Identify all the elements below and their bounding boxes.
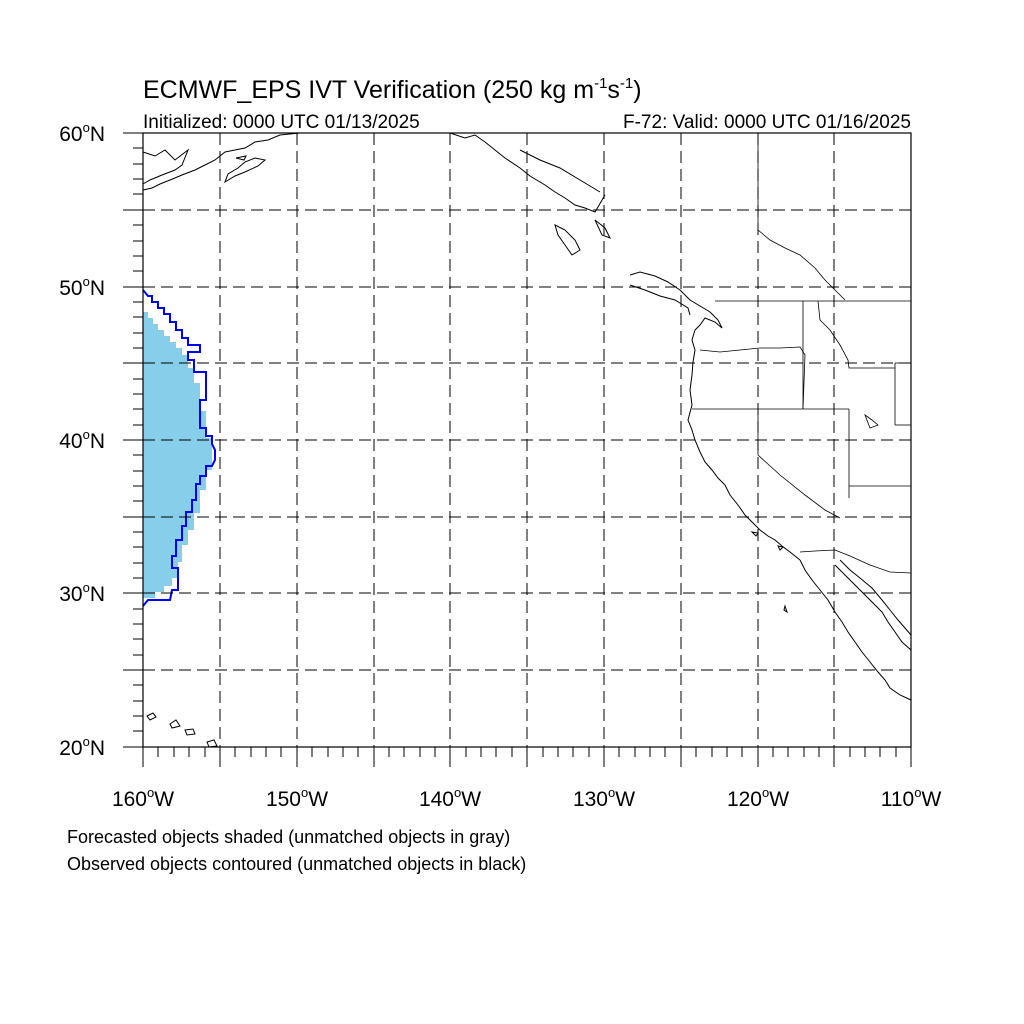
lat-label-20: 20oN [59, 734, 105, 760]
observed-object-contour [142, 289, 216, 607]
longitude-labels: 160oW 150oW 140oW 130oW 120oW 110oW [112, 785, 942, 811]
political-borders [692, 133, 912, 574]
lat-label-40: 40oN [59, 427, 105, 453]
longitude-ticks [142, 747, 912, 767]
initialized-label: Initialized: 0000 UTC 01/13/2025 [143, 112, 420, 133]
note-forecast: Forecasted objects shaded (unmatched obj… [67, 827, 510, 847]
latitude-labels: 60oN 50oN 40oN 30oN 20oN [59, 120, 105, 760]
valid-label: F-72: Valid: 0000 UTC 01/16/2025 [623, 112, 911, 133]
map-title: ECMWF_EPS IVT Verification (250 kg m-1s-… [143, 75, 642, 104]
lon-label-140: 140oW [419, 785, 481, 811]
forecast-object-shaded [143, 312, 212, 598]
lon-label-120: 120oW [727, 785, 789, 811]
lon-label-130: 130oW [573, 785, 635, 811]
coastlines [142, 132, 912, 748]
lat-label-50: 50oN [59, 274, 105, 300]
note-observed: Observed objects contoured (unmatched ob… [67, 854, 526, 874]
lon-label-110: 110oW [881, 785, 942, 811]
latitude-ticks [123, 132, 143, 748]
lat-label-30: 30oN [59, 580, 105, 606]
lon-label-160: 160oW [112, 785, 174, 811]
lat-label-60: 60oN [59, 120, 105, 146]
lon-label-150: 150oW [266, 785, 328, 811]
